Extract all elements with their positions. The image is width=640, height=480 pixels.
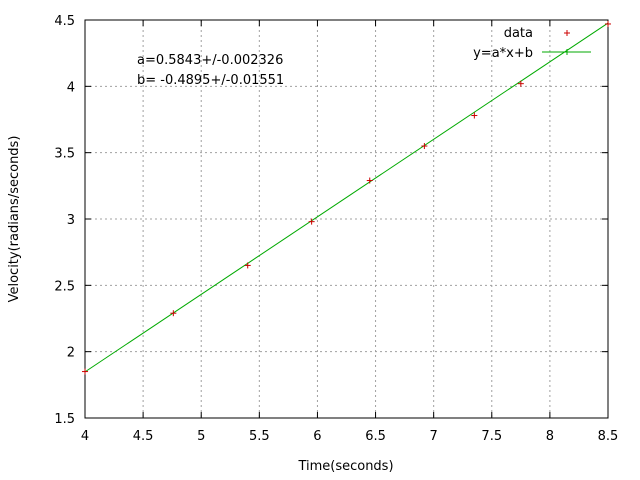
y-tick-label: 1.5 — [54, 412, 75, 427]
x-tick-label: 6 — [313, 429, 321, 444]
legend-label-fit: y=a*x+b — [473, 46, 533, 61]
x-tick-label: 6.5 — [365, 429, 386, 444]
x-tick-label: 8.5 — [598, 429, 619, 444]
data-point — [170, 310, 177, 317]
x-axis-label: Time(seconds) — [297, 459, 393, 474]
legend-marker-fit — [542, 49, 591, 55]
series-layer — [82, 20, 611, 375]
y-axis-label: Velocity(radians/seconds) — [7, 136, 22, 303]
data-point — [82, 368, 88, 375]
x-tick-label: 8 — [546, 429, 554, 444]
x-tick-label: 7.5 — [481, 429, 502, 444]
data-point — [517, 80, 524, 87]
data-point — [471, 112, 478, 119]
legend-plus-fit — [564, 49, 570, 55]
legend-marker-data — [564, 30, 570, 36]
data-point — [421, 143, 428, 150]
y-tick-label: 4 — [67, 80, 75, 95]
legend: data y=a*x+b — [473, 26, 591, 61]
x-tick-label: 4 — [81, 429, 89, 444]
data-point — [244, 262, 251, 269]
legend-label-data: data — [504, 26, 533, 41]
y-tick-label: 3 — [67, 213, 75, 228]
legend-plus-data — [564, 30, 570, 36]
x-tick-label: 7 — [430, 429, 438, 444]
x-tick-label: 4.5 — [133, 429, 154, 444]
axis-ticks: 4 4.5 5 5.5 6 6.5 7 7.5 8 8.5 1.5 2 2.5 3 3.5 4 4.5 — [54, 14, 618, 444]
data-point — [605, 20, 611, 27]
y-tick-label: 3.5 — [54, 147, 75, 162]
fit-annotation-intercept: b= -0.4895+/-0.01551 — [137, 73, 284, 88]
fit-annotation-slope: a=0.5843+/-0.002326 — [137, 53, 283, 68]
x-tick-label: 5.5 — [249, 429, 270, 444]
y-tick-label: 2.5 — [54, 279, 75, 294]
data-point — [308, 218, 315, 225]
data-point — [366, 177, 373, 184]
x-tick-label: 5 — [197, 429, 205, 444]
y-tick-label: 4.5 — [54, 14, 75, 29]
y-tick-label: 2 — [67, 346, 75, 361]
